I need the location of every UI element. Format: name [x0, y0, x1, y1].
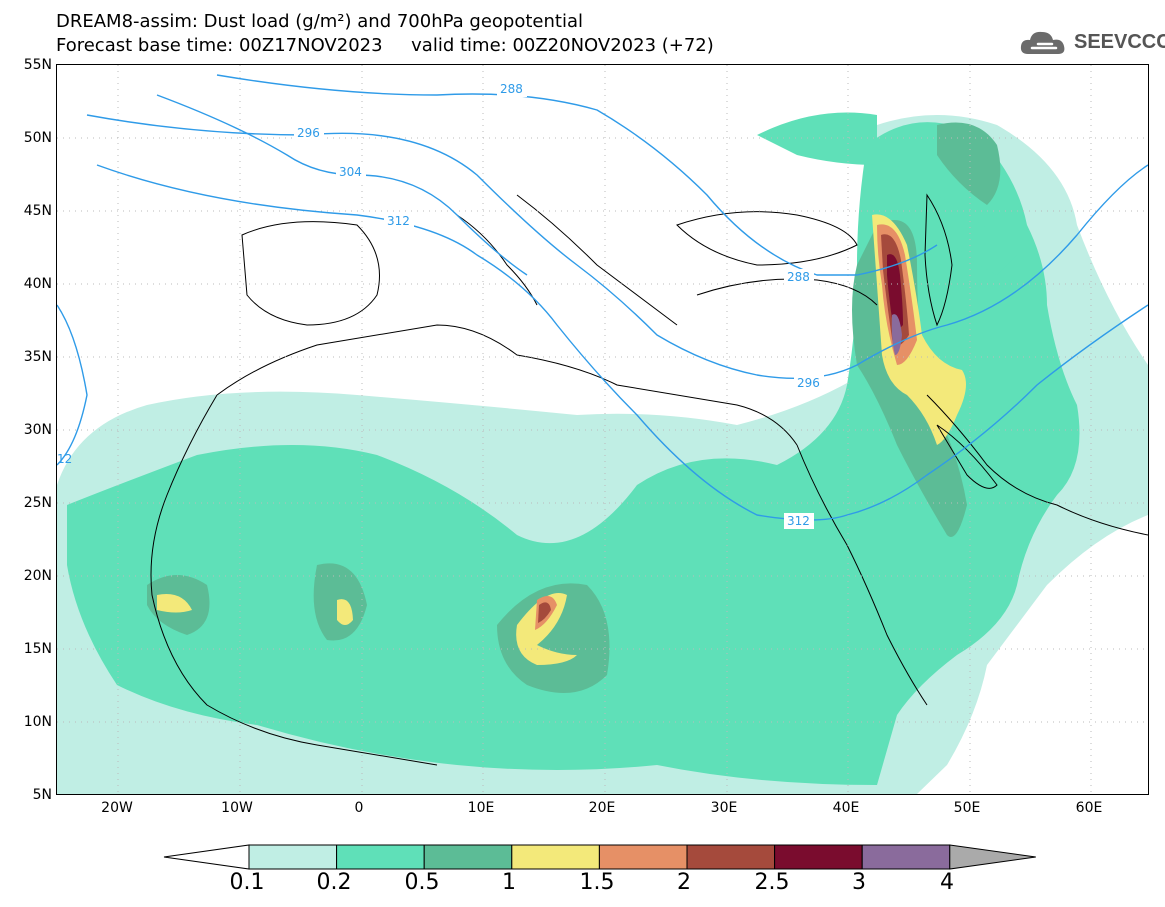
colorbar-box-6 [774, 844, 863, 870]
coast-italy [456, 214, 538, 306]
coast-africa-north [216, 324, 798, 446]
lat-label-35n: 35N [23, 349, 52, 365]
colorbar-label-1.5: 1.5 [579, 870, 615, 895]
colorbar-label-0.5: 0.5 [404, 870, 440, 895]
lon-label-20w: 20W [101, 800, 133, 816]
dust-area-darkgreen-5 [937, 122, 1001, 205]
logo-text: SEEVCCC [1074, 31, 1165, 53]
contour-288 [216, 74, 938, 276]
lat-label-10n: 10N [23, 714, 52, 730]
map-panel: 288 296 304 312 288 296 312 12 [56, 64, 1149, 795]
contour-label-288-east: 288 [787, 270, 810, 284]
contour-label-296-west: 296 [297, 126, 320, 140]
colorbar-box-0 [248, 844, 338, 870]
seevccc-logo: SEEVCCC [1018, 26, 1165, 60]
dust-area-yellow-1 [516, 593, 577, 665]
lon-label-0: 0 [354, 800, 364, 816]
contour-label-296-east: 296 [797, 376, 820, 390]
coast-black-sea [676, 211, 858, 266]
contour-label-312-east: 312 [787, 514, 810, 528]
lat-label-20n: 20N [23, 568, 52, 584]
coast-africa-west [150, 394, 438, 766]
lon-label-50e: 50E [953, 800, 981, 816]
contour-left [56, 304, 88, 466]
dust-area-brown-2 [538, 602, 551, 623]
colorbar [163, 844, 1036, 870]
contour-312 [96, 164, 1149, 521]
lat-label-45n: 45N [23, 203, 52, 219]
contour-label-312-west: 312 [387, 214, 410, 228]
dust-area-darkgreen-2 [497, 583, 610, 693]
dust-shading [57, 112, 1148, 794]
colorbar-label-2.5: 2.5 [754, 870, 790, 895]
contour-labels: 288 296 304 312 288 296 312 12 [57, 81, 824, 529]
colorbar-box-1 [336, 844, 425, 870]
dust-area-east [757, 112, 877, 165]
colorbar-over-arrow [949, 844, 1036, 870]
colorbar-box-5 [686, 844, 776, 870]
colorbar-under-arrow [163, 844, 250, 870]
coast-persian-gulf [936, 424, 998, 489]
lat-label-40n: 40N [23, 276, 52, 292]
lon-label-10e: 10E [467, 800, 495, 816]
cloud-icon [1020, 31, 1065, 54]
coast-arabia [926, 394, 1149, 536]
colorbar-boxes [163, 844, 1036, 870]
dust-area-yellow-2 [157, 594, 192, 613]
lat-label-30n: 30N [23, 422, 52, 438]
contour-label-304: 304 [339, 165, 362, 179]
colorbar-label-0.1: 0.1 [229, 870, 265, 895]
lat-label-5n: 5N [32, 787, 52, 803]
lat-label-55n: 55N [23, 57, 52, 73]
lon-label-60e: 60E [1075, 800, 1103, 816]
dust-map: 288 296 304 312 288 296 312 12 [56, 65, 1149, 794]
colorbar-box-2 [423, 844, 513, 870]
coast-iberia [241, 221, 380, 326]
dust-area-caucasus [937, 195, 1017, 275]
lat-label-50n: 50N [23, 130, 52, 146]
lon-label-30e: 30E [710, 800, 738, 816]
colorbar-label-2: 2 [677, 870, 691, 895]
lon-label-40e: 40E [832, 800, 860, 816]
coast-balkans [516, 194, 678, 326]
coast-red-sea [796, 444, 928, 706]
coast-caspian [924, 193, 953, 327]
contour-label-288-north: 288 [500, 82, 523, 96]
lon-label-10w: 10W [221, 800, 253, 816]
lat-label-15n: 15N [23, 641, 52, 657]
contour-304 [156, 94, 528, 276]
colorbar-box-7 [861, 844, 951, 870]
dust-area-yellow-3 [337, 599, 353, 625]
map-title: DREAM8-assim: Dust load (g/m²) and 700hP… [56, 11, 583, 32]
dust-area-maroon [887, 254, 903, 329]
geopotential-contours [56, 74, 1149, 521]
colorbar-label-0.2: 0.2 [316, 870, 352, 895]
lon-label-20e: 20E [588, 800, 616, 816]
forecast-time-line: Forecast base time: 00Z17NOV2023 valid t… [56, 35, 714, 56]
lat-label-25n: 25N [23, 495, 52, 511]
colorbar-label-4: 4 [940, 870, 954, 895]
colorbar-box-4 [598, 844, 688, 870]
contour-label-12-edge: 12 [57, 452, 72, 466]
colorbar-box-3 [511, 844, 600, 870]
colorbar-label-3: 3 [852, 870, 866, 895]
contour-296 [86, 114, 1149, 380]
colorbar-label-1: 1 [502, 870, 516, 895]
